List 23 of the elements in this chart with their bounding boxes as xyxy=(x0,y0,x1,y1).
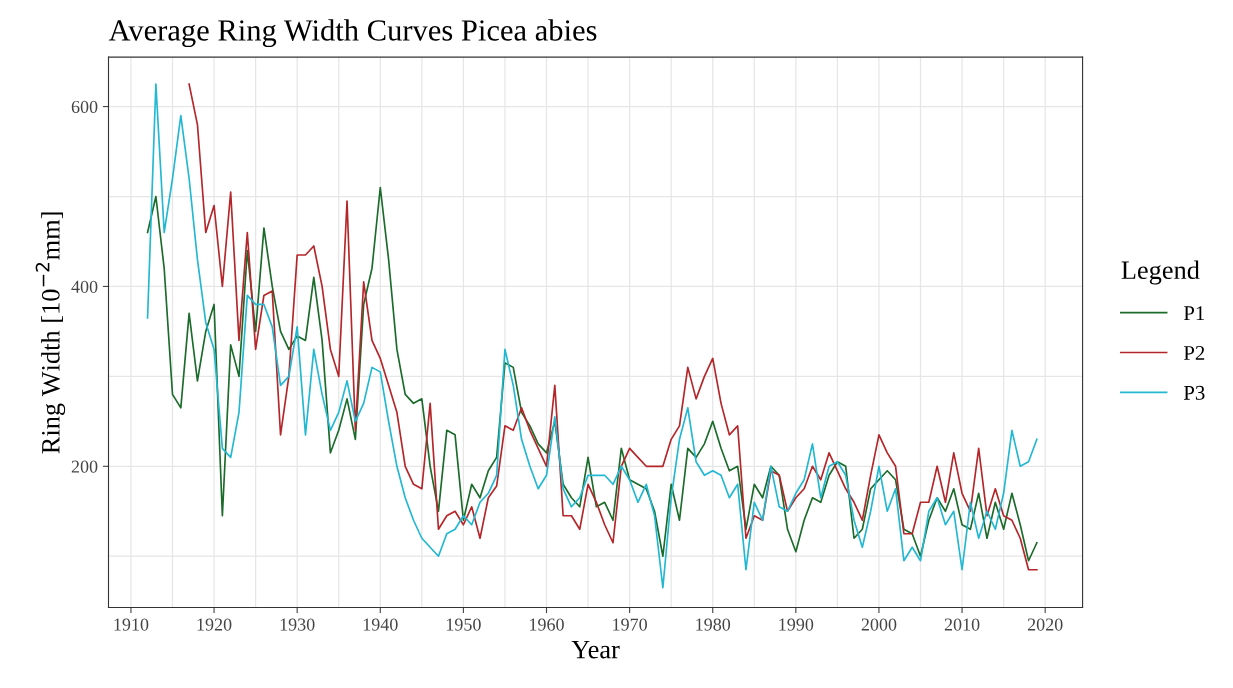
y-tick-label: 400 xyxy=(71,280,98,293)
x-tick-label: 1940 xyxy=(363,618,398,631)
x-tick-label: 1980 xyxy=(696,618,731,631)
line-series xyxy=(146,186,1038,562)
x-tick-label: 1990 xyxy=(779,618,814,631)
x-tick-label: 1930 xyxy=(280,618,315,631)
x-tick-label: 2010 xyxy=(944,618,980,631)
x-tick-label: 1960 xyxy=(530,618,564,631)
y-tick-label: 600 xyxy=(71,100,98,114)
y-tick-label: 200 xyxy=(71,460,98,473)
x-tick-label: 2020 xyxy=(1027,618,1063,631)
chart-title: Average Ring Width Curves Picea abies xyxy=(108,19,597,48)
legend-label: P2 xyxy=(1183,346,1205,360)
legend-title: Legend xyxy=(1121,260,1200,285)
x-tick-label: 1950 xyxy=(446,618,481,631)
x-tick-label: 1920 xyxy=(197,618,232,631)
x-tick-label: 2000 xyxy=(861,618,897,631)
x-tick-label: 1970 xyxy=(613,618,647,631)
legend-label: P3 xyxy=(1183,385,1205,400)
y-axis-title: Ring Width [10$^{−2}$mm] xyxy=(35,212,66,454)
x-tick-label: 1910 xyxy=(114,618,149,631)
legend-label: P1 xyxy=(1183,306,1205,320)
x-axis-title: Year xyxy=(571,640,620,659)
